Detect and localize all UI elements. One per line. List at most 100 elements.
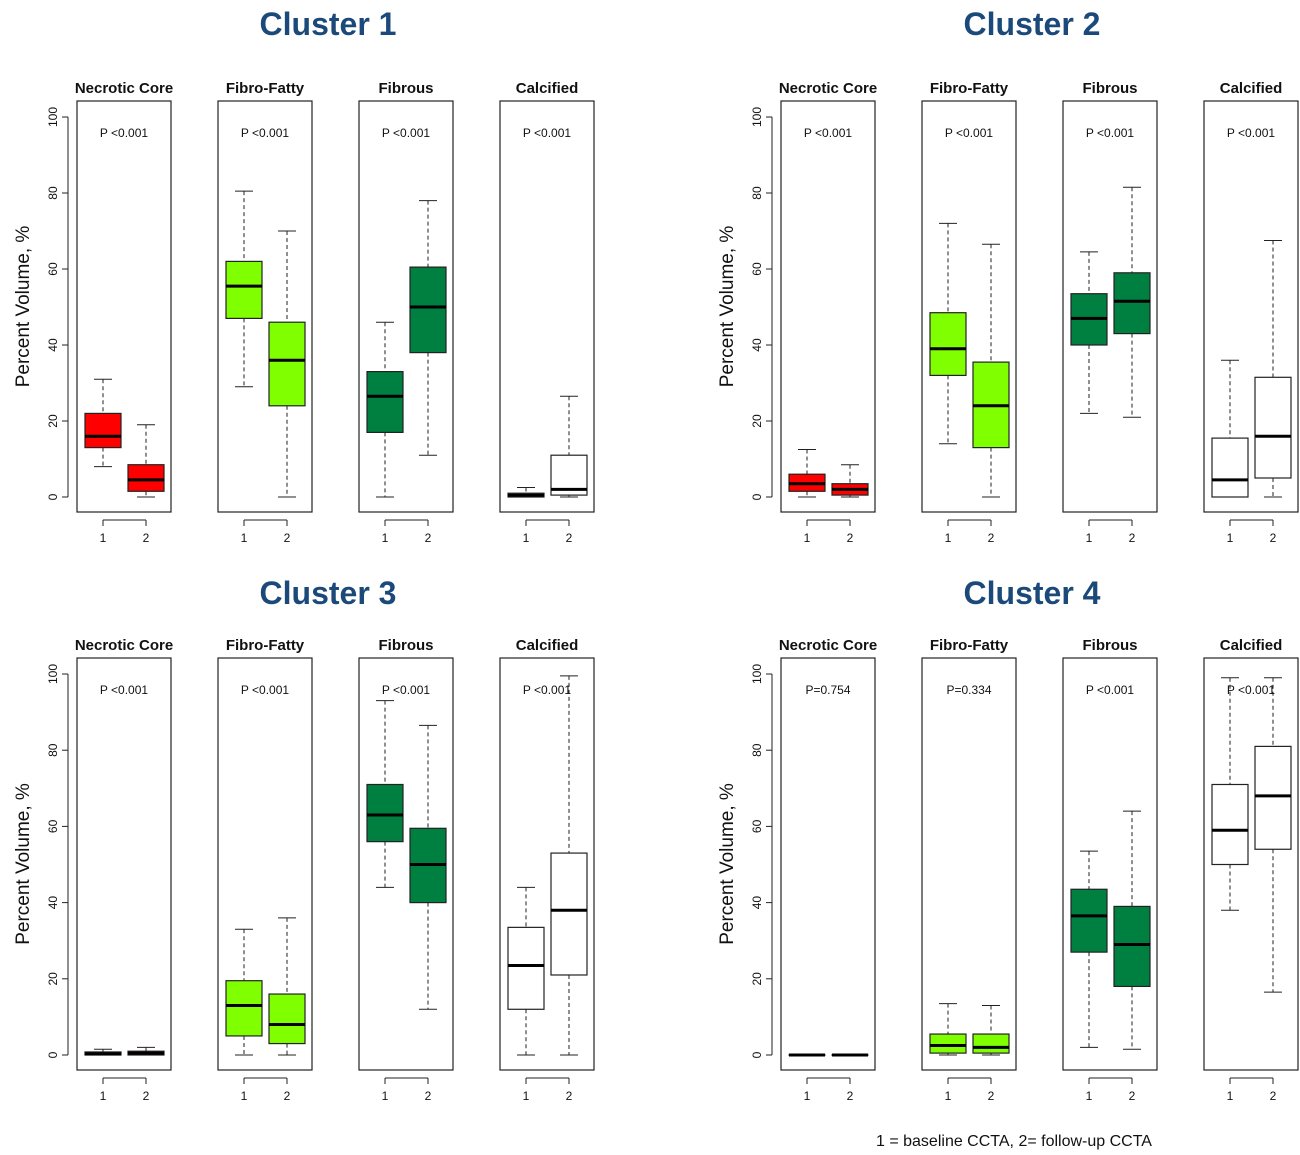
iqr-box bbox=[84, 412, 122, 449]
box-1: 1 bbox=[507, 886, 545, 1103]
panel-frame bbox=[780, 657, 876, 1071]
cluster-title: Cluster 4 bbox=[964, 575, 1101, 611]
panel-fibro-fatty: Fibro-Fatty P <0.001 1 2 bbox=[217, 637, 313, 1103]
x-tick-label: 1 bbox=[241, 531, 248, 545]
panel-title: Calcified bbox=[1220, 80, 1283, 97]
panel-necrotic-core: Necrotic Core P=0.754 1 2 bbox=[779, 637, 877, 1103]
panel-frame bbox=[921, 100, 1017, 513]
p-value-label: P <0.001 bbox=[1086, 126, 1134, 140]
x-tick-label: 2 bbox=[1270, 1089, 1277, 1103]
iqr-box bbox=[1113, 905, 1151, 988]
y-tick-label: 0 bbox=[46, 493, 60, 500]
iqr-box bbox=[1254, 745, 1292, 850]
x-tick-label: 2 bbox=[284, 531, 291, 545]
iqr-box bbox=[1113, 272, 1151, 335]
y-tick-label: 40 bbox=[46, 338, 60, 352]
panel-frame bbox=[921, 657, 1017, 1071]
p-value-label: P <0.001 bbox=[523, 126, 571, 140]
iqr-box bbox=[268, 321, 306, 407]
box-2: 2 bbox=[831, 464, 869, 545]
p-value-label: P <0.001 bbox=[382, 683, 430, 697]
box-1: 1 bbox=[225, 928, 263, 1103]
x-tick-label: 2 bbox=[1270, 531, 1277, 545]
panel-frame bbox=[1062, 100, 1158, 513]
y-tick-label: 80 bbox=[46, 186, 60, 200]
panel-frame bbox=[499, 100, 595, 513]
panel-frame bbox=[1203, 657, 1299, 1071]
y-axis-label: Percent Volume, % bbox=[717, 226, 738, 388]
p-value-label: P <0.001 bbox=[804, 126, 852, 140]
box-1: 1 bbox=[1070, 251, 1108, 545]
panel-fibrous: Fibrous P <0.001 1 2 bbox=[358, 637, 454, 1103]
x-tick-label: 1 bbox=[804, 531, 811, 545]
panel-title: Necrotic Core bbox=[75, 637, 173, 654]
panel-frame bbox=[499, 657, 595, 1071]
panel-calcified: Calcified P <0.001 1 2 bbox=[1203, 80, 1299, 545]
box-2: 2 bbox=[1113, 186, 1151, 545]
x-tick-label: 1 bbox=[804, 1089, 811, 1103]
box-2: 2 bbox=[268, 917, 306, 1103]
cluster-1: Cluster 1 0 20 40 60 80 100 Percent Volume, % Ne… bbox=[13, 6, 595, 545]
x-tick-label: 1 bbox=[100, 531, 107, 545]
iqr-box bbox=[127, 464, 165, 492]
panel-title: Fibrous bbox=[379, 637, 434, 654]
y-tick-label: 40 bbox=[46, 896, 60, 910]
y-tick-label: 20 bbox=[750, 414, 764, 428]
box-2: 2 bbox=[268, 230, 306, 545]
panel-title: Fibrous bbox=[1083, 637, 1138, 654]
panel-frame bbox=[358, 657, 454, 1071]
panel-title: Calcified bbox=[516, 637, 579, 654]
p-value-label: P <0.001 bbox=[241, 126, 289, 140]
iqr-box bbox=[929, 312, 967, 377]
box-1: 1 bbox=[1211, 359, 1249, 545]
y-tick-label: 0 bbox=[750, 1051, 764, 1058]
box-2: 2 bbox=[127, 424, 165, 545]
cluster-title: Cluster 2 bbox=[964, 6, 1101, 42]
x-tick-label: 2 bbox=[425, 531, 432, 545]
iqr-box bbox=[366, 783, 404, 843]
panel-title: Fibro-Fatty bbox=[226, 80, 305, 97]
iqr-box bbox=[1070, 888, 1108, 953]
y-tick-label: 100 bbox=[46, 664, 60, 684]
x-tick-label: 1 bbox=[1086, 531, 1093, 545]
panel-calcified: Calcified P <0.001 1 2 bbox=[499, 637, 595, 1103]
p-value-label: P <0.001 bbox=[241, 683, 289, 697]
y-tick-label: 100 bbox=[750, 664, 764, 684]
iqr-box bbox=[225, 260, 263, 319]
iqr-box bbox=[268, 993, 306, 1045]
iqr-box bbox=[1211, 437, 1249, 498]
panel-title: Fibrous bbox=[1083, 80, 1138, 97]
box-1: 1 bbox=[225, 190, 263, 545]
x-tick-label: 1 bbox=[1227, 1089, 1234, 1103]
y-tick-label: 20 bbox=[46, 972, 60, 986]
p-value-label: P=0.754 bbox=[805, 683, 850, 697]
box-1: 1 bbox=[366, 321, 404, 545]
box-2: 2 bbox=[1254, 677, 1292, 1103]
p-value-label: P <0.001 bbox=[382, 126, 430, 140]
box-1: 1 bbox=[84, 378, 122, 545]
box-2: 2 bbox=[550, 675, 588, 1103]
y-tick-label: 60 bbox=[750, 819, 764, 833]
box-1: 1 bbox=[507, 487, 545, 545]
x-tick-label: 2 bbox=[847, 531, 854, 545]
x-tick-label: 2 bbox=[566, 531, 573, 545]
box-1: 1 bbox=[788, 1053, 826, 1103]
p-value-label: P <0.001 bbox=[1227, 683, 1275, 697]
iqr-box bbox=[409, 266, 447, 354]
y-tick-label: 0 bbox=[750, 493, 764, 500]
box-2: 2 bbox=[550, 395, 588, 545]
cluster-4: Cluster 4 0 20 40 60 80 100 Percent Volume, % Ne… bbox=[717, 575, 1299, 1103]
x-tick-label: 1 bbox=[382, 1089, 389, 1103]
panel-fibrous: Fibrous P <0.001 1 2 bbox=[358, 80, 454, 545]
cluster-2: Cluster 2 0 20 40 60 80 100 Percent Volume, % Ne… bbox=[717, 6, 1299, 545]
box-1: 1 bbox=[788, 449, 826, 545]
x-tick-label: 1 bbox=[945, 531, 952, 545]
x-tick-label: 1 bbox=[1227, 531, 1234, 545]
y-tick-label: 80 bbox=[750, 743, 764, 757]
x-tick-label: 2 bbox=[425, 1089, 432, 1103]
box-2: 2 bbox=[972, 1004, 1010, 1103]
footnote: 1 = baseline CCTA, 2= follow-up CCTA bbox=[876, 1133, 1152, 1150]
p-value-label: P <0.001 bbox=[100, 683, 148, 697]
panel-fibro-fatty: Fibro-Fatty P <0.001 1 2 bbox=[217, 80, 313, 545]
